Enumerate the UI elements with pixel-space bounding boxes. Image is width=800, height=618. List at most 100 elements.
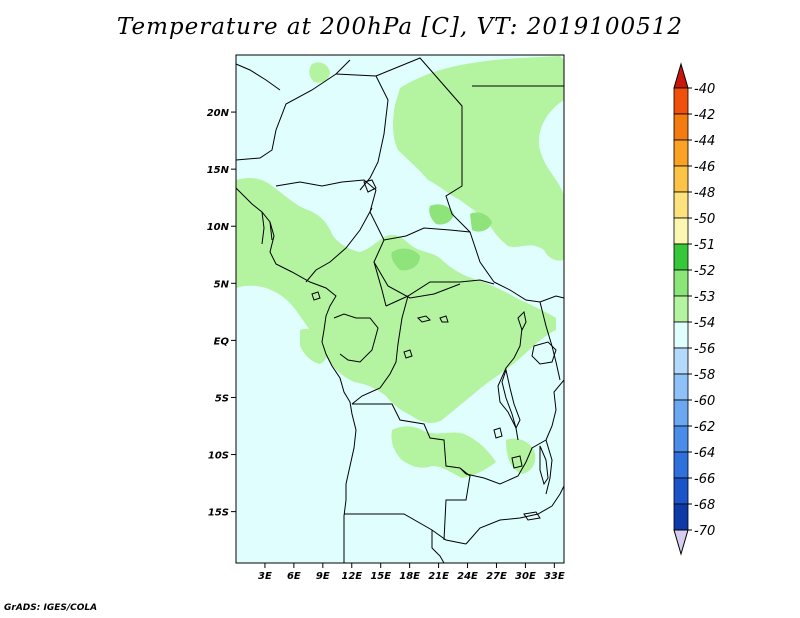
contour-sw-blob xyxy=(300,328,328,364)
border-drc-angola xyxy=(352,403,467,475)
lake-chad xyxy=(363,179,377,193)
colorbar: -40 -42 -44 -46 -48 -50 -51 -52 -53 -54 -56 -58 -60 -… xyxy=(673,62,715,556)
colorbar-label: -52 xyxy=(694,264,715,279)
lat-tick-label: 10N xyxy=(207,222,230,233)
latitude-axis: 20N 15N 10N 5N EQ 5S 10S 15S xyxy=(207,108,236,519)
colorbar-label: -60 xyxy=(694,394,715,409)
border-angola-south xyxy=(344,513,467,545)
colorbar-swatch xyxy=(673,191,689,219)
colorbar-label: -70 xyxy=(694,524,715,539)
chart-title: Temperature at 200hPa [C], VT: 201910051… xyxy=(116,14,684,40)
credit-label: GrADS: IGES/COLA xyxy=(4,603,98,613)
lat-tick-label: 5S xyxy=(215,393,229,404)
temperature-contours xyxy=(236,56,564,478)
colorbar-label: -53 xyxy=(694,290,715,305)
colorbar-top-arrow xyxy=(673,62,689,89)
river-congo-island xyxy=(403,315,449,359)
colorbar-swatch xyxy=(673,347,689,375)
colorbar-bottom-arrow xyxy=(673,529,689,556)
colorbar-swatch xyxy=(673,451,689,479)
lat-tick-label: 20N xyxy=(207,108,230,119)
border-zambia xyxy=(443,439,547,541)
lon-tick-label: 21E xyxy=(428,571,449,582)
border-mozambique-malawi xyxy=(545,439,553,495)
lon-tick-label: 12E xyxy=(341,571,362,582)
colorbar-swatch xyxy=(673,503,689,531)
colorbar-swatch xyxy=(673,113,689,141)
colorbar-swatch xyxy=(673,87,689,115)
colorbar-label: -62 xyxy=(694,420,715,435)
lon-tick-label: 3E xyxy=(258,571,272,582)
lake-albert xyxy=(517,310,527,332)
border-car-south xyxy=(373,261,461,299)
border-congo-gabon xyxy=(333,313,379,363)
longitude-axis: 3E 6E 9E 12E 15E 18E 21E 24E 27E 30E 33E xyxy=(258,563,565,582)
colorbar-label: -40 xyxy=(694,82,715,97)
colorbar-label: -42 xyxy=(694,108,715,123)
lon-tick-label: 18E xyxy=(399,571,420,582)
contour-north-cloud xyxy=(393,56,564,261)
colorbar-swatch xyxy=(673,425,689,453)
lake-victoria xyxy=(531,341,557,365)
lat-tick-label: 15S xyxy=(208,508,229,519)
border-ghana-togo xyxy=(261,211,273,245)
contour-dark-patch-2 xyxy=(391,248,420,271)
colorbar-swatch xyxy=(673,269,689,297)
lon-tick-label: 33E xyxy=(544,571,565,582)
lon-tick-label: 30E xyxy=(515,571,536,582)
border-car xyxy=(383,227,495,307)
colorbar-label: -48 xyxy=(694,186,715,201)
border-mali-niger xyxy=(235,59,351,161)
border-south-sudan xyxy=(493,281,565,303)
colorbar-swatch xyxy=(673,139,689,167)
border-zimbabwe-mozambique xyxy=(465,485,565,545)
lake-mweru xyxy=(493,427,503,439)
colorbar-swatch xyxy=(673,165,689,193)
lake-bangweulu xyxy=(511,455,523,469)
contour-congo-south xyxy=(391,426,496,478)
border-nigeria-cameroon xyxy=(305,207,373,283)
border-drc-east xyxy=(497,327,523,441)
lake-tanganyika xyxy=(501,368,521,430)
lon-tick-label: 9E xyxy=(316,571,330,582)
lat-tick-label: 5N xyxy=(214,279,230,290)
colorbar-label: -64 xyxy=(694,446,715,461)
lake-malawi xyxy=(539,445,549,486)
colorbar-swatch xyxy=(673,373,689,401)
contour-dark-patch-3 xyxy=(470,212,492,232)
contour-dark-patch-1 xyxy=(429,204,454,225)
colorbar-label: -54 xyxy=(694,316,715,331)
border-cameroon-chad xyxy=(369,189,387,307)
border-sudan-chad xyxy=(445,106,495,283)
colorbar-label: -68 xyxy=(694,498,715,513)
border-sahara xyxy=(235,63,281,91)
contour-northwest-streak xyxy=(309,62,330,83)
lon-tick-label: 15E xyxy=(370,571,391,582)
border-namibia-botswana xyxy=(431,530,445,564)
map-frame xyxy=(235,54,565,564)
colorbar-swatch xyxy=(673,321,689,349)
coastline-west-africa xyxy=(235,187,357,563)
colorbar-label: -66 xyxy=(694,472,715,487)
lat-tick-label: 10S xyxy=(208,451,229,462)
lake-kariba xyxy=(523,511,541,521)
colorbar-label: -50 xyxy=(694,212,715,227)
colorbar-label: -58 xyxy=(694,368,715,383)
lat-tick-label: 15N xyxy=(207,165,230,176)
contour-west-africa xyxy=(236,178,556,423)
colorbar-swatch xyxy=(673,477,689,505)
colorbar-label: -44 xyxy=(694,134,715,149)
border-tanzania xyxy=(545,379,565,441)
colorbar-swatch xyxy=(673,399,689,427)
lat-tick-label: EQ xyxy=(214,336,230,347)
colorbar-swatch xyxy=(673,243,689,271)
colorbar-swatch xyxy=(673,217,689,245)
colorbar-label: -56 xyxy=(694,342,715,357)
country-borders xyxy=(235,57,565,564)
colorbar-swatch xyxy=(673,295,689,323)
colorbar-label: -51 xyxy=(694,238,715,253)
border-drc-congo xyxy=(351,295,409,405)
colorbar-label: -46 xyxy=(694,160,715,175)
lon-tick-label: 6E xyxy=(287,571,301,582)
